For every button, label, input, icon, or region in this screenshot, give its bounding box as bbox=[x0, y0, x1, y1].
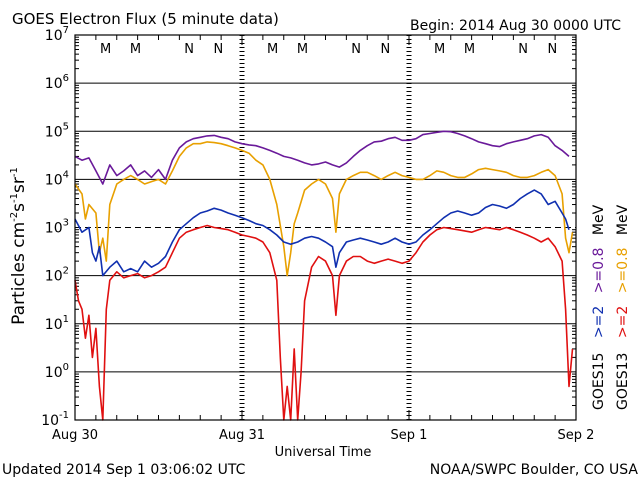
x-axis-label: Universal Time bbox=[275, 445, 372, 460]
local-time-marker: N bbox=[380, 42, 390, 57]
y-tick-label: 100 bbox=[45, 362, 69, 381]
series-line bbox=[74, 224, 574, 421]
y-tick-label: 107 bbox=[45, 25, 69, 44]
x-tick-label: Sep 2 bbox=[558, 428, 595, 443]
local-time-marker: M bbox=[100, 42, 111, 57]
local-time-marker: M bbox=[267, 42, 278, 57]
local-time-marker: N bbox=[518, 42, 528, 57]
local-time-marker: N bbox=[547, 42, 557, 57]
legend-goes15: GOES15 >=2 >=0.8 MeV bbox=[591, 204, 607, 410]
x-tick-label: Aug 30 bbox=[52, 428, 98, 443]
y-tick-label: 103 bbox=[45, 218, 69, 237]
local-time-marker: M bbox=[464, 42, 475, 57]
local-time-marker: N bbox=[184, 42, 194, 57]
y-tick-label: 104 bbox=[45, 169, 69, 188]
local-time-marker: N bbox=[213, 42, 223, 57]
chart-title: GOES Electron Flux (5 minute data) bbox=[12, 10, 279, 28]
local-time-marker: N bbox=[351, 42, 361, 57]
series-line bbox=[74, 189, 570, 277]
y-axis-label: Particles cm-2s-1sr-1 bbox=[9, 167, 29, 325]
y-tick-label: 10-1 bbox=[41, 410, 69, 429]
series-line bbox=[74, 141, 574, 277]
local-time-marker: M bbox=[130, 42, 141, 57]
source-credit: NOAA/SWPC Boulder, CO USA bbox=[430, 462, 639, 478]
legend-goes13: GOES13 >=2 >=0.8 MeV bbox=[615, 204, 631, 410]
series-line bbox=[74, 130, 570, 185]
local-time-marker: M bbox=[297, 42, 308, 57]
local-time-marker: M bbox=[434, 42, 445, 57]
x-tick-label: Sep 1 bbox=[391, 428, 428, 443]
y-tick-label: 101 bbox=[45, 314, 69, 333]
plot-frame bbox=[74, 34, 577, 421]
begin-time: Begin: 2014 Aug 30 0000 UTC bbox=[410, 18, 621, 34]
y-tick-label: 105 bbox=[45, 121, 69, 140]
y-tick-label: 102 bbox=[45, 266, 69, 285]
x-tick-label: Aug 31 bbox=[219, 428, 265, 443]
updated-timestamp: Updated 2014 Sep 1 03:06:02 UTC bbox=[2, 462, 246, 478]
y-tick-label: 106 bbox=[45, 73, 69, 92]
